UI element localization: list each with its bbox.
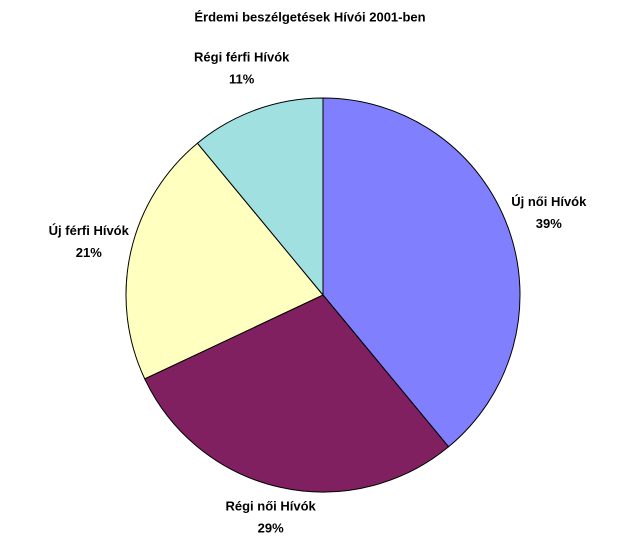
slice-value-label: 29% (258, 520, 284, 535)
pie-slice (125, 142, 324, 380)
slice-value-label: 39% (536, 216, 562, 231)
pie-slice (196, 97, 324, 297)
chart-title: Érdemi beszélgetések Hívói 2001-ben (194, 9, 425, 24)
pie-slice (322, 97, 521, 448)
slice-label: Régi férfi Hívók (194, 50, 290, 65)
slice-label: Új férfi Hívók (49, 223, 130, 238)
slice-value-label: 21% (76, 245, 102, 260)
slice-value-label: 11% (229, 72, 255, 87)
slice-label: Régi női Hívók (225, 498, 316, 513)
slice-label: Új női Hívók (511, 194, 587, 209)
pie-slice (144, 294, 450, 493)
